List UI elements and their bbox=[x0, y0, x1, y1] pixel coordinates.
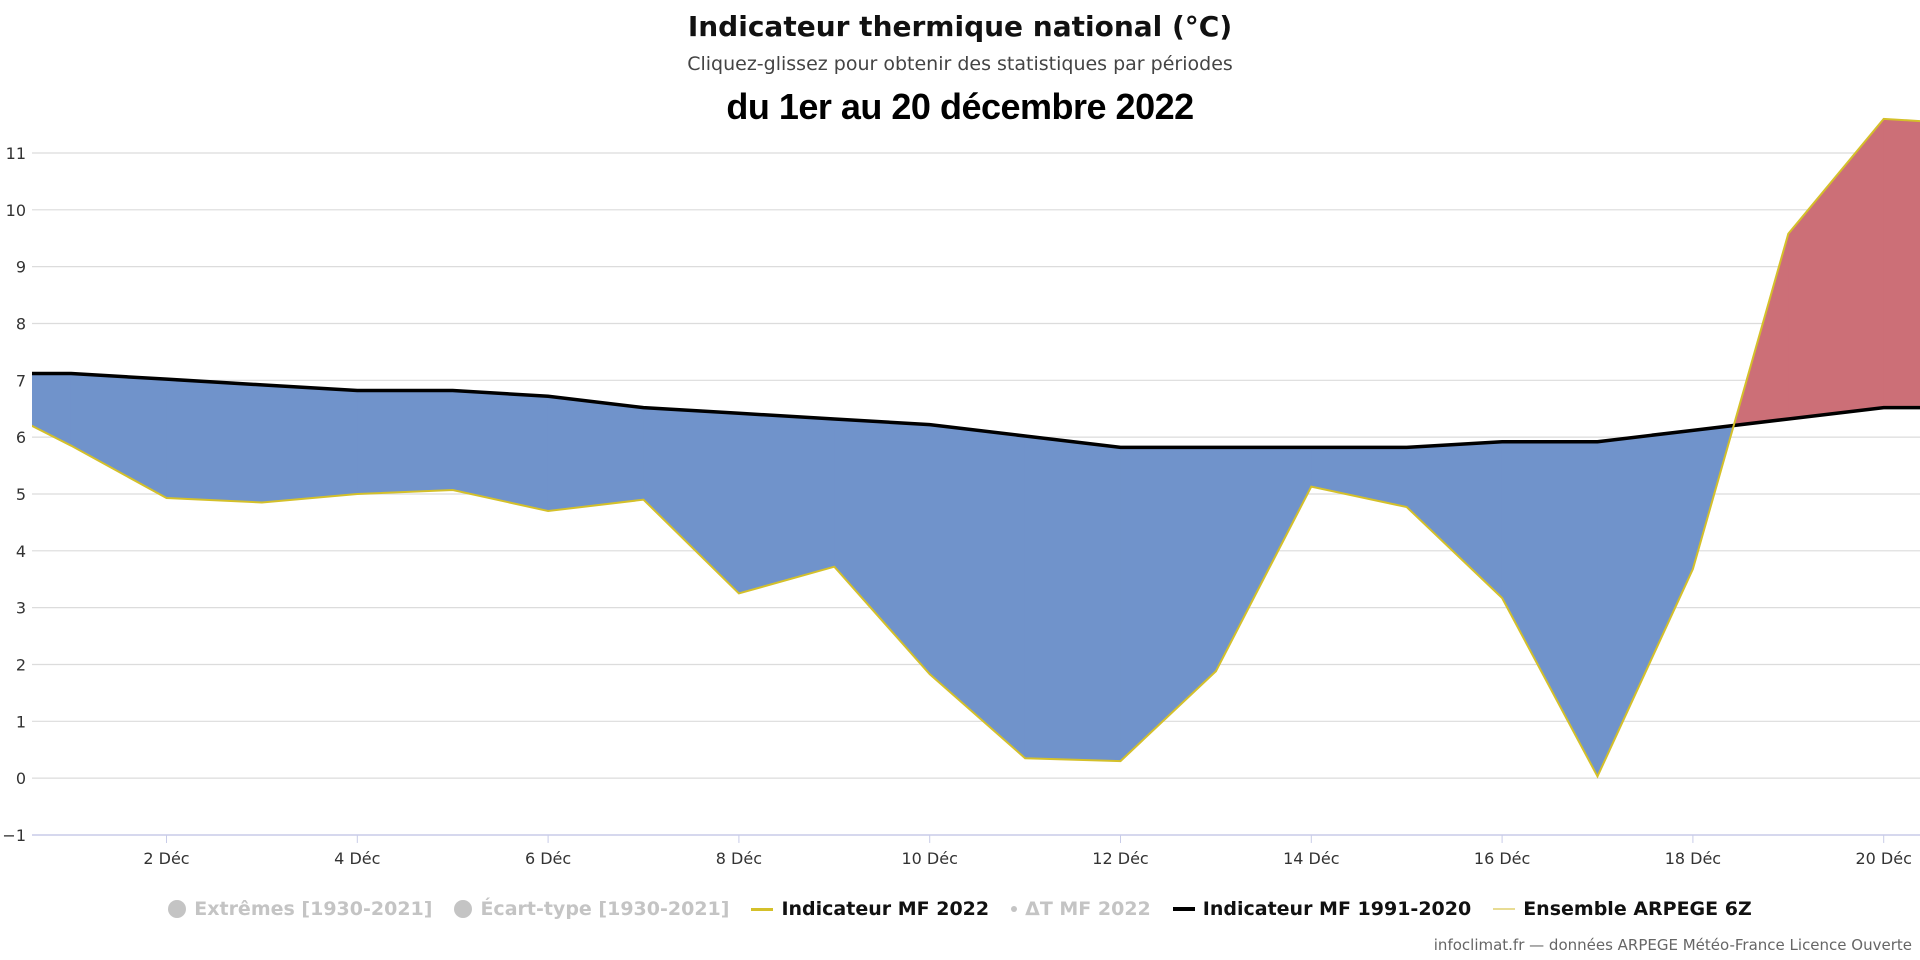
line-swatch-icon bbox=[751, 907, 774, 911]
series-line-mf-2022 bbox=[32, 117, 1920, 779]
y-tick-label: 8 bbox=[16, 314, 26, 333]
line-swatch-icon bbox=[1172, 907, 1195, 911]
y-tick-label: 5 bbox=[16, 485, 26, 504]
period-label: du 1er au 20 décembre 2022 bbox=[726, 86, 1194, 127]
chart-title: Indicateur thermique national (°C) bbox=[687, 10, 1233, 43]
anomaly-area-cold bbox=[547, 395, 644, 512]
anomaly-area-cold bbox=[1024, 435, 1121, 762]
anomaly-area-cold bbox=[70, 373, 167, 499]
chart-subtitle: Cliquez-glissez pour obtenir des statist… bbox=[687, 53, 1233, 75]
y-tick-label: 4 bbox=[16, 542, 26, 561]
anomaly-area-warm bbox=[1883, 118, 1920, 408]
anomaly-area-cold bbox=[1120, 447, 1217, 762]
x-tick-label: 14 Déc bbox=[1283, 849, 1339, 868]
anomaly-area-cold bbox=[1215, 447, 1312, 672]
x-tick-label: 12 Déc bbox=[1092, 849, 1148, 868]
y-tick-label: 2 bbox=[16, 655, 26, 674]
legend-item-ecart-type[interactable]: Écart-type [1930-2021] bbox=[454, 898, 729, 920]
credits[interactable]: infoclimat.fr — données ARPEGE Météo-Fra… bbox=[1433, 936, 1912, 954]
y-tick-label: 9 bbox=[16, 258, 26, 277]
x-tick-label: 10 Déc bbox=[901, 849, 957, 868]
anomaly-area-cold bbox=[1311, 447, 1407, 508]
legend-item-delta-t[interactable]: ΔT MF 2022 bbox=[1011, 898, 1151, 920]
x-tick-label: 20 Déc bbox=[1855, 849, 1911, 868]
anomaly-area-cold bbox=[1597, 429, 1694, 777]
plot-area bbox=[32, 117, 1920, 779]
legend-label: Indicateur MF 2022 bbox=[781, 898, 990, 920]
anomaly-area-cold bbox=[738, 412, 835, 594]
anomaly-area-warm bbox=[1788, 118, 1884, 420]
legend-label: Indicateur MF 1991-2020 bbox=[1202, 898, 1472, 920]
x-tick-label: 2 Déc bbox=[143, 849, 189, 868]
y-tick-label: 7 bbox=[16, 371, 26, 390]
x-tick-label: 6 Déc bbox=[525, 849, 571, 868]
y-tick-label: 6 bbox=[16, 428, 26, 447]
legend-label: Ensemble ARPEGE 6Z bbox=[1523, 898, 1752, 920]
anomaly-area-cold bbox=[261, 384, 358, 503]
x-tick-label: 4 Déc bbox=[334, 849, 380, 868]
legend: Extrêmes [1930-2021] Écart-type [1930-20… bbox=[0, 898, 1920, 920]
y-tick-label: 1 bbox=[16, 712, 26, 731]
legend-label: Écart-type [1930-2021] bbox=[480, 898, 730, 920]
y-tick-label: 11 bbox=[6, 144, 26, 163]
anomaly-area-cold bbox=[929, 424, 1026, 759]
legend-item-mf-2022[interactable]: Indicateur MF 2022 bbox=[751, 898, 989, 920]
anomaly-area-cold bbox=[32, 373, 72, 447]
dot-icon bbox=[1011, 906, 1018, 912]
x-tick-label: 8 Déc bbox=[716, 849, 762, 868]
series-line-mf-1991-2020 bbox=[32, 371, 1920, 450]
y-tick-label: 3 bbox=[16, 599, 26, 618]
y-tick-label: −1 bbox=[2, 826, 26, 845]
anomaly-area-cold bbox=[833, 418, 931, 675]
y-tick-label: 0 bbox=[16, 769, 26, 788]
circle-icon bbox=[168, 900, 187, 918]
anomaly-area-cold bbox=[166, 378, 263, 503]
circle-icon bbox=[454, 900, 473, 918]
legend-item-extremes[interactable]: Extrêmes [1930-2021] bbox=[168, 898, 432, 920]
legend-item-arpege[interactable]: Ensemble ARPEGE 6Z bbox=[1493, 898, 1752, 920]
y-tick-label: 10 bbox=[6, 201, 26, 220]
legend-label: ΔT MF 2022 bbox=[1025, 898, 1151, 920]
legend-item-mf-1991-2020[interactable]: Indicateur MF 1991-2020 bbox=[1172, 898, 1472, 920]
x-tick-label: 18 Déc bbox=[1665, 849, 1721, 868]
anomaly-area-cold bbox=[356, 390, 454, 495]
anomaly-area-cold bbox=[643, 407, 740, 595]
line-swatch-icon bbox=[1493, 908, 1516, 910]
legend-label: Extrêmes [1930-2021] bbox=[194, 898, 433, 920]
x-tick-label: 16 Déc bbox=[1474, 849, 1530, 868]
anomaly-area-cold bbox=[1501, 441, 1598, 777]
